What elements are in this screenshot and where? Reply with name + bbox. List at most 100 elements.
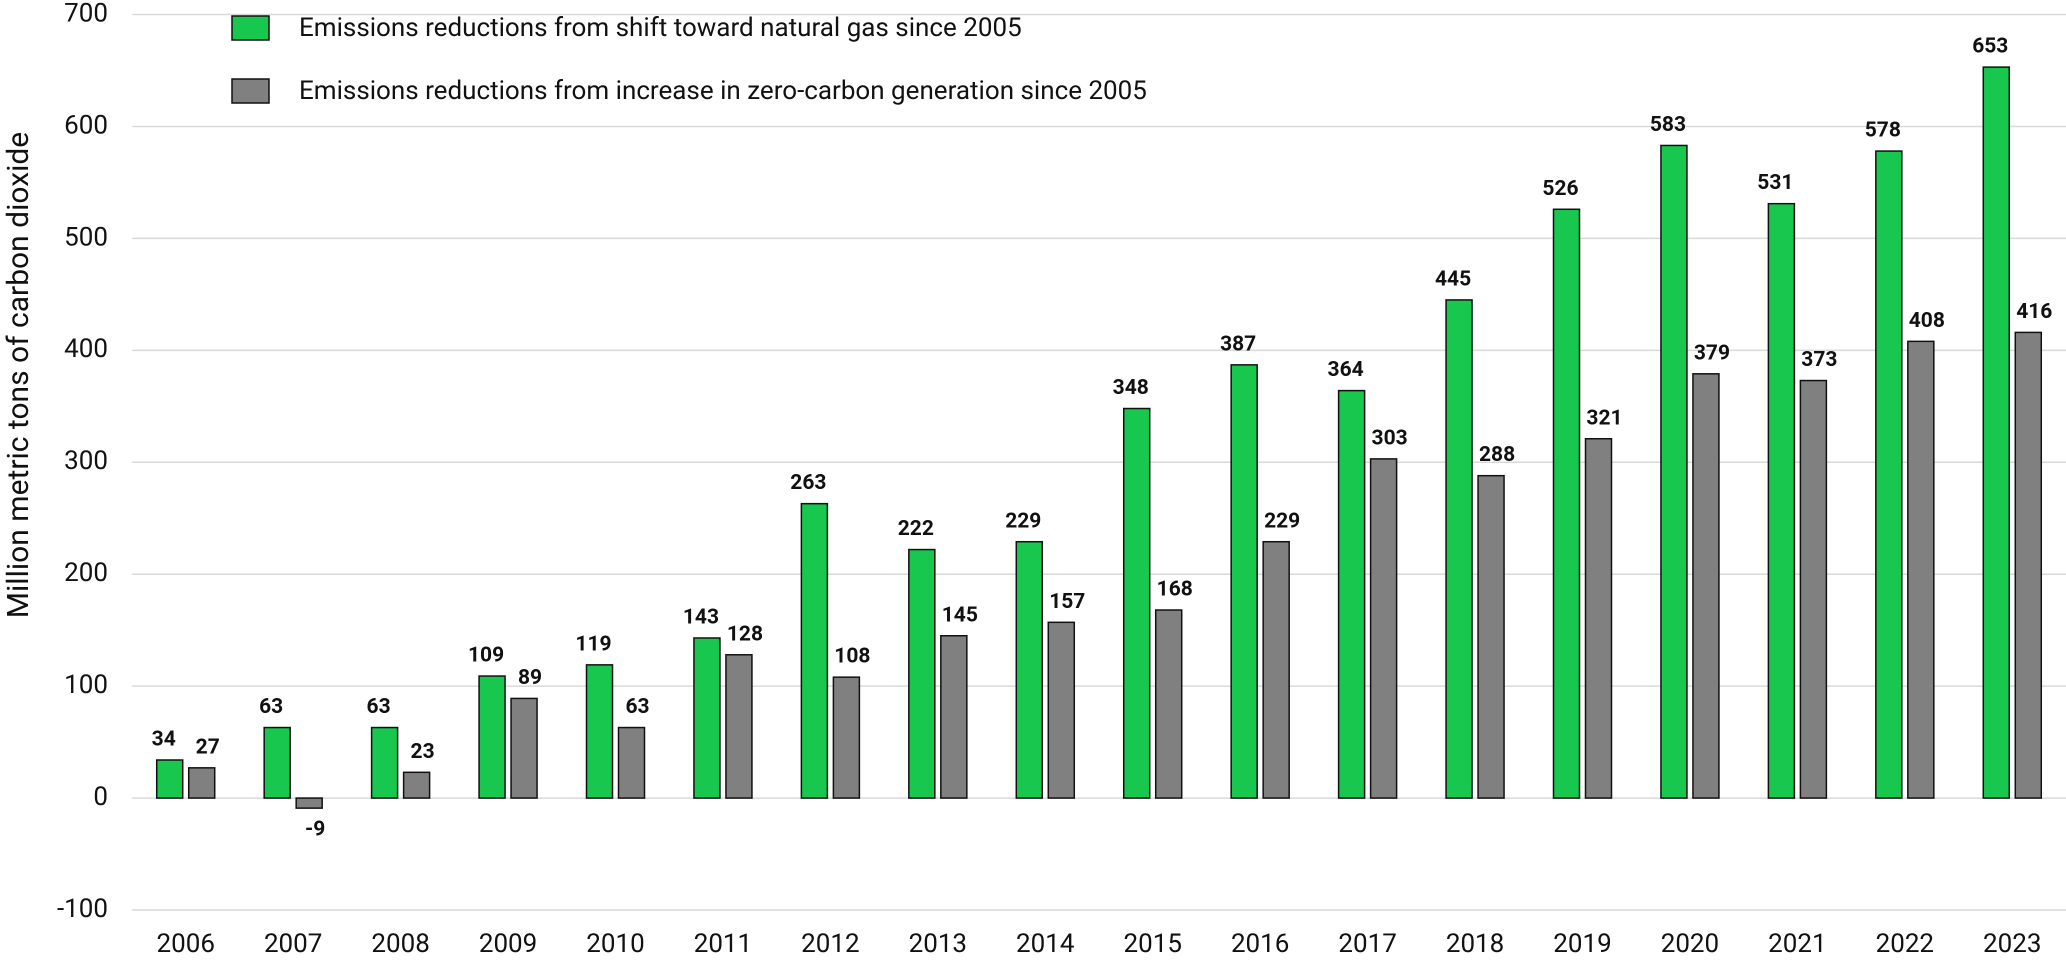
x-tick-label: 2009 <box>479 929 537 959</box>
bar <box>1982 66 2011 799</box>
value-label: 63 <box>259 695 283 719</box>
y-tick-label: 500 <box>64 222 108 252</box>
x-tick-label: 2010 <box>586 929 644 959</box>
value-label: 531 <box>1757 171 1793 195</box>
value-label: 222 <box>898 517 934 541</box>
bar <box>370 726 399 799</box>
value-label: 63 <box>367 695 391 719</box>
value-label: 379 <box>1694 341 1730 365</box>
bar <box>1047 621 1076 799</box>
x-tick-label: 2019 <box>1553 929 1611 959</box>
bar <box>1369 458 1398 799</box>
value-label: 364 <box>1328 358 1364 382</box>
bar <box>295 797 323 809</box>
value-label: 526 <box>1542 177 1578 201</box>
bar <box>1477 474 1505 799</box>
x-tick-label: 2023 <box>1983 929 2041 959</box>
value-label: 229 <box>1005 509 1041 533</box>
bar <box>510 697 538 799</box>
y-tick-label: 400 <box>64 334 108 364</box>
y-tick-label: 700 <box>64 0 108 28</box>
x-tick-label: 2012 <box>801 929 859 959</box>
x-tick-label: 2011 <box>694 929 752 959</box>
value-label: 583 <box>1650 113 1686 137</box>
bar <box>1907 340 1935 799</box>
x-tick-label: 2017 <box>1338 929 1396 959</box>
value-label: 288 <box>1479 443 1515 467</box>
bar <box>187 767 216 799</box>
x-tick-label: 2016 <box>1231 929 1289 959</box>
legend-swatch <box>231 78 270 104</box>
value-label: 23 <box>411 740 435 764</box>
y-tick-label: 200 <box>64 558 108 588</box>
value-label: 445 <box>1435 267 1471 291</box>
bar <box>155 759 184 799</box>
x-tick-label: 2013 <box>909 929 967 959</box>
bar <box>1799 379 1828 799</box>
value-label: 27 <box>196 735 220 759</box>
bar <box>1692 373 1720 799</box>
value-label: 109 <box>468 644 504 668</box>
value-label: 348 <box>1113 376 1149 400</box>
bar <box>1552 208 1581 799</box>
bar <box>1660 144 1688 799</box>
value-label: 387 <box>1220 332 1256 356</box>
value-label: 578 <box>1865 119 1901 143</box>
y-tick-label: -100 <box>57 894 108 924</box>
value-label: 108 <box>834 645 870 669</box>
value-label: 168 <box>1157 578 1193 602</box>
y-tick-label: 100 <box>64 670 108 700</box>
legend-label: Emissions reductions from shift toward n… <box>299 13 1022 43</box>
value-label: 143 <box>683 606 719 630</box>
bar <box>1337 389 1366 799</box>
bar <box>940 635 968 799</box>
bar <box>585 664 614 799</box>
bar <box>402 771 431 799</box>
x-tick-label: 2022 <box>1876 929 1934 959</box>
bar <box>1875 150 1903 799</box>
bar <box>1015 540 1044 799</box>
y-tick-label: 600 <box>64 110 108 140</box>
bar <box>693 637 721 799</box>
y-tick-label: 0 <box>93 782 108 812</box>
value-label: 128 <box>727 622 763 646</box>
bar <box>2014 331 2043 799</box>
x-tick-label: 2018 <box>1446 929 1504 959</box>
value-label: 263 <box>790 471 826 495</box>
value-label: 229 <box>1264 509 1300 533</box>
legend-label: Emissions reductions from increase in ze… <box>299 76 1147 106</box>
x-tick-label: 2007 <box>264 929 322 959</box>
bar <box>1445 299 1473 799</box>
bar <box>263 726 291 799</box>
bar <box>800 502 829 799</box>
bar <box>1262 540 1290 799</box>
y-axis-title: Million metric tons of carbon dioxide <box>1 132 36 618</box>
x-tick-label: 2021 <box>1768 929 1826 959</box>
value-label: 373 <box>1801 348 1837 372</box>
bar <box>1122 407 1151 799</box>
value-label: 119 <box>575 632 611 656</box>
value-label: 34 <box>152 728 176 752</box>
bar <box>725 654 753 799</box>
bar <box>1154 609 1183 799</box>
value-label: 416 <box>2016 300 2052 324</box>
x-tick-label: 2020 <box>1661 929 1719 959</box>
bar <box>832 676 861 799</box>
bar <box>617 726 646 799</box>
bar <box>1230 364 1258 799</box>
x-tick-label: 2006 <box>156 929 214 959</box>
value-label: 303 <box>1372 426 1408 450</box>
bar <box>478 675 506 799</box>
value-label: 89 <box>518 666 542 690</box>
x-tick-label: 2008 <box>371 929 429 959</box>
value-label: 321 <box>1586 406 1622 430</box>
value-label: 145 <box>942 603 978 627</box>
value-label: 408 <box>1909 309 1945 333</box>
value-label: 157 <box>1049 590 1085 614</box>
x-tick-label: 2014 <box>1016 929 1075 959</box>
bar <box>1767 202 1796 799</box>
legend-swatch <box>231 15 270 41</box>
x-tick-label: 2015 <box>1123 929 1181 959</box>
value-label: 63 <box>625 695 649 719</box>
